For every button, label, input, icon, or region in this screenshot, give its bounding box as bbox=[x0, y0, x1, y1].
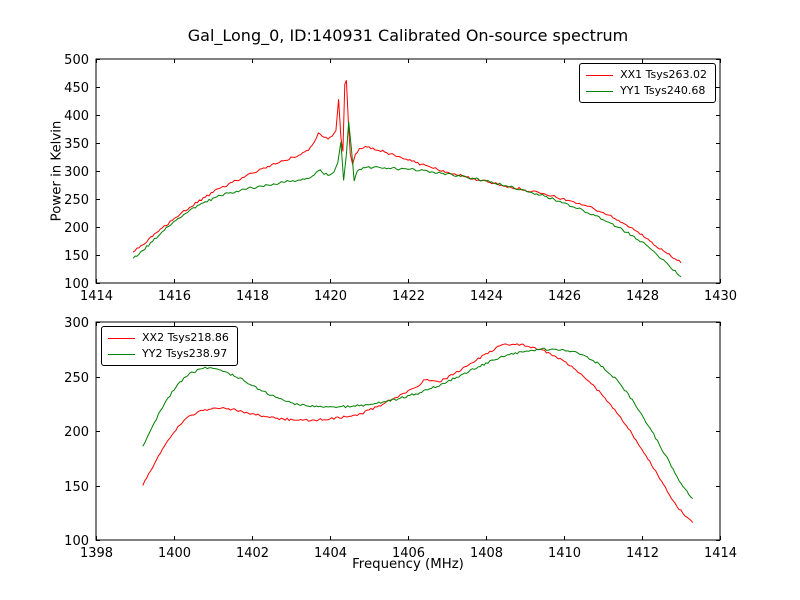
y-tick-label: 200 bbox=[64, 221, 89, 236]
legend-entry-xx1: XX1 Tsys263.02 bbox=[586, 67, 707, 83]
y-tick-label: 100 bbox=[64, 277, 89, 292]
legend-line-sample-xx2 bbox=[108, 337, 135, 339]
x-tick-label: 1420 bbox=[314, 289, 347, 304]
series-line-xx2 bbox=[142, 343, 694, 523]
x-tick-label: 1424 bbox=[470, 289, 503, 304]
x-tick-label: 1414 bbox=[80, 289, 113, 304]
legend-label-xx2: XX2 Tsys218.86 bbox=[142, 331, 229, 344]
y-tick-label: 350 bbox=[64, 137, 89, 152]
legend-line-sample-yy1 bbox=[586, 90, 614, 92]
series-line-xx1 bbox=[132, 80, 682, 264]
legend-line-sample-yy2 bbox=[108, 353, 135, 355]
x-tick-label: 1412 bbox=[626, 546, 659, 561]
x-tick-label: 1426 bbox=[548, 289, 581, 304]
series-line-yy2 bbox=[142, 347, 694, 499]
legend-line-sample-xx1 bbox=[586, 74, 614, 76]
y-tick-label: 150 bbox=[64, 480, 89, 495]
x-tick-label: 1430 bbox=[704, 289, 737, 304]
x-tick-label: 1398 bbox=[80, 546, 113, 561]
x-tick-label: 1408 bbox=[470, 546, 503, 561]
y-axis-label: Power in Kelvin bbox=[49, 120, 65, 222]
legend-label-yy2: YY2 Tsys238.97 bbox=[142, 347, 228, 360]
y-tick-label: 150 bbox=[64, 249, 89, 264]
y-tick-label: 200 bbox=[64, 425, 89, 440]
x-tick-label: 1416 bbox=[158, 289, 191, 304]
y-tick-label: 500 bbox=[64, 53, 89, 68]
x-axis-label: Frequency (MHz) bbox=[352, 557, 464, 572]
x-tick-label: 1422 bbox=[392, 289, 425, 304]
legend-label-xx1: XX1 Tsys263.02 bbox=[620, 68, 707, 81]
x-tick-label: 1404 bbox=[314, 546, 347, 561]
legend-entry-xx2: XX2 Tsys218.86 bbox=[108, 330, 229, 346]
x-tick-label: 1428 bbox=[626, 289, 659, 304]
legend-label-yy1: YY1 Tsys240.68 bbox=[620, 84, 706, 97]
legend-entry-yy2: YY2 Tsys238.97 bbox=[108, 346, 229, 362]
y-tick-label: 250 bbox=[64, 371, 89, 386]
x-tick-label: 1406 bbox=[392, 546, 425, 561]
x-tick-label: 1418 bbox=[236, 289, 269, 304]
legend-top-chart: XX1 Tsys263.02 YY1 Tsys240.68 bbox=[579, 63, 716, 103]
y-tick-label: 300 bbox=[64, 165, 89, 180]
y-tick-label: 300 bbox=[64, 316, 89, 331]
x-tick-label: 1400 bbox=[158, 546, 191, 561]
chart-title: Gal_Long_0, ID:140931 Calibrated On-sour… bbox=[187, 26, 629, 45]
y-tick-label: 450 bbox=[64, 81, 89, 96]
x-tick-label: 1402 bbox=[236, 546, 269, 561]
y-tick-label: 100 bbox=[64, 534, 89, 549]
x-tick-label: 1414 bbox=[704, 546, 737, 561]
legend-entry-yy1: YY1 Tsys240.68 bbox=[586, 83, 707, 99]
y-tick-label: 400 bbox=[64, 109, 89, 124]
series-line-yy1 bbox=[132, 121, 682, 278]
y-tick-label: 250 bbox=[64, 193, 89, 208]
x-tick-label: 1410 bbox=[548, 546, 581, 561]
legend-bottom-chart: XX2 Tsys218.86 YY2 Tsys238.97 bbox=[101, 326, 238, 366]
